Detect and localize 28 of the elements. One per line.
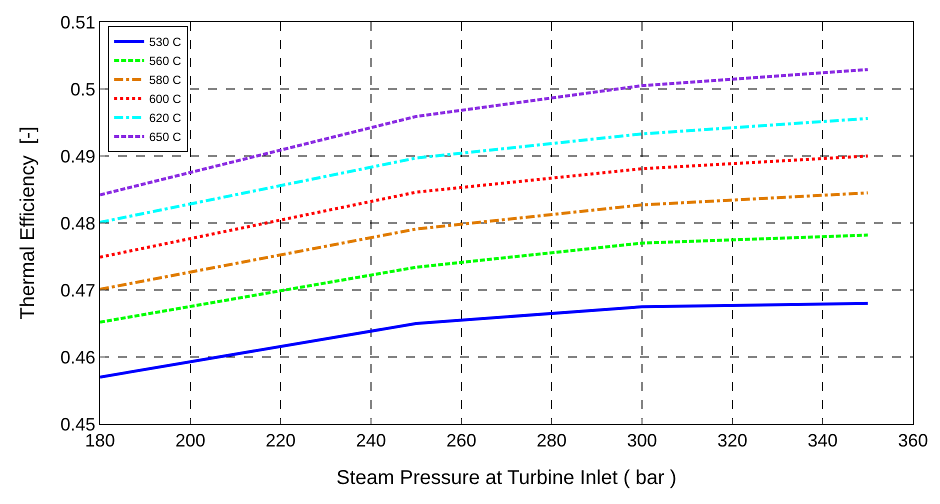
line-series <box>100 234 870 324</box>
legend-label: 560 C <box>149 54 182 68</box>
y-tick-label: 0.46 <box>60 347 96 368</box>
legend-label: 620 C <box>149 111 182 126</box>
x-tick-label: 300 <box>626 430 658 451</box>
legend-label: 650 C <box>149 130 182 144</box>
y-tick-label: 0.51 <box>60 12 96 32</box>
x-axis-title: Steam Pressure at Turbine Inlet ( bar ) <box>336 467 677 490</box>
x-tick-label: 220 <box>266 430 296 451</box>
x-tick-label: 320 <box>717 430 748 451</box>
x-tick-label: 280 <box>536 430 567 451</box>
line-series <box>100 68 870 196</box>
y-axis-title: Thermal Efficiency [-] <box>16 126 39 320</box>
x-tick-label: 340 <box>808 430 838 451</box>
x-tick-label: 260 <box>446 430 476 451</box>
legend-label: 600 C <box>149 92 182 106</box>
y-tick-label: 0.5 <box>70 79 96 100</box>
x-tick-label: 200 <box>175 430 206 451</box>
y-tick-label: 0.47 <box>60 280 96 300</box>
x-tick-label: 360 <box>898 430 928 451</box>
x-tick-label: 240 <box>356 430 386 451</box>
line-series <box>100 154 870 259</box>
line-series <box>100 191 870 291</box>
y-tick-label: 0.48 <box>60 213 96 234</box>
legend-label: 580 C <box>149 73 182 88</box>
line-series <box>100 302 870 379</box>
y-tick-label: 0.49 <box>60 146 96 166</box>
legend-label: 530 C <box>149 35 182 50</box>
